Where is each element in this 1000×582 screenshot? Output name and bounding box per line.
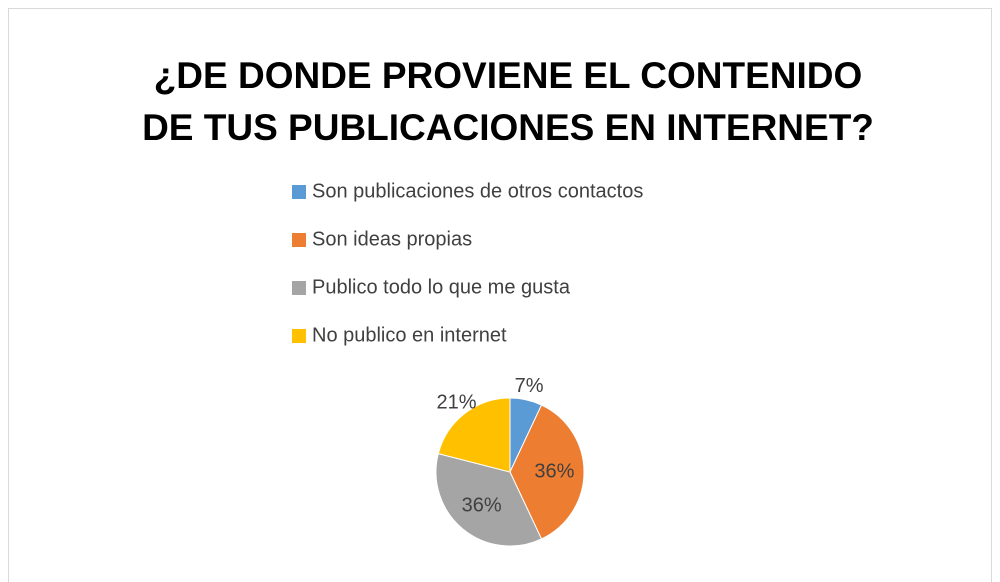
pie-slice [435,452,543,547]
legend-swatch [292,233,306,247]
data-label: 36% [462,494,502,516]
legend-label: Son publicaciones de otros contactos [312,180,643,202]
legend-label: No publico en internet [312,324,507,346]
data-label: 7% [515,375,544,397]
pie-slice [437,397,511,473]
legend-label: Publico todo lo que me gusta [312,276,571,298]
data-label: 36% [534,460,574,482]
legend-label: Son ideas propias [312,228,472,250]
legend-swatch [292,185,306,199]
data-label: 21% [436,391,476,413]
legend-swatch [292,329,306,343]
chart-title: DE TUS PUBLICACIONES EN INTERNET? [142,107,874,148]
chart-title: ¿DE DONDE PROVIENE EL CONTENIDO [154,55,863,96]
pie-slice [509,404,585,540]
legend-swatch [292,281,306,295]
